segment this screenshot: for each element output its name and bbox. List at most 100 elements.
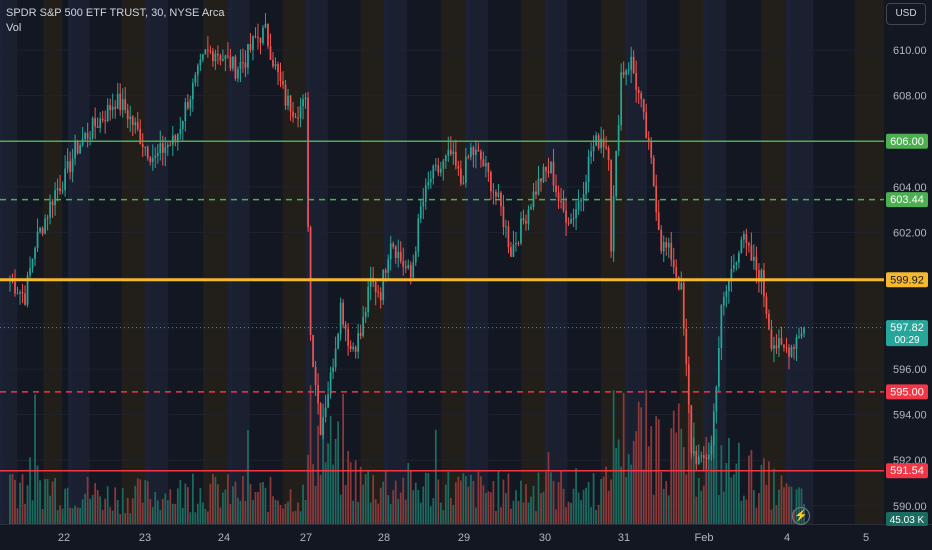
candle-body: [136, 122, 139, 130]
volume-bar: [399, 492, 402, 524]
time-tick-label: 27: [300, 532, 312, 544]
lightning-icon[interactable]: ⚡: [792, 507, 810, 525]
candle-body: [537, 178, 540, 195]
time-tick-label: 30: [539, 532, 551, 544]
session-band: [310, 0, 328, 524]
candle-body: [294, 116, 297, 118]
candle-body: [269, 45, 272, 60]
volume-bar: [537, 472, 540, 524]
candle-body: [297, 117, 299, 119]
candle-body: [209, 50, 212, 52]
volume-bar: [267, 511, 269, 524]
volume-bar: [151, 507, 154, 524]
candle-body: [121, 99, 124, 111]
candle-body: [201, 54, 204, 60]
volume-bar: [432, 497, 435, 524]
candle-body: [171, 135, 174, 145]
time-tick-label: 28: [378, 532, 390, 544]
candle-body: [46, 217, 49, 219]
volume-bar: [247, 429, 249, 524]
candle-body: [189, 99, 192, 109]
volume-bar: [707, 471, 710, 524]
volume-bar: [9, 474, 11, 524]
volume-bar: [768, 461, 770, 524]
candle-body: [352, 346, 355, 350]
candle-body: [585, 182, 587, 195]
candle-body: [612, 196, 615, 252]
time-tick-label: 4: [784, 532, 790, 544]
candle-body: [417, 218, 420, 252]
volume-bar: [219, 507, 222, 524]
candle-body: [502, 206, 505, 227]
candle-body: [354, 346, 357, 352]
time-tick-label: 22: [58, 532, 70, 544]
candle-body: [622, 72, 625, 75]
volume-bar: [249, 484, 252, 524]
currency-button[interactable]: USD: [886, 3, 926, 25]
candle-body: [224, 55, 227, 60]
candle-body: [149, 157, 152, 162]
candle-body: [36, 231, 39, 249]
volume-bar: [419, 502, 422, 524]
candle-body: [212, 51, 214, 62]
volume-bar: [309, 385, 312, 524]
candle-body: [364, 312, 367, 317]
volume-bar: [695, 496, 698, 524]
session-band: [629, 0, 647, 524]
candle-body: [399, 251, 402, 261]
candle-body: [234, 56, 237, 79]
candle-body: [114, 106, 117, 109]
time-tick-label: 29: [458, 532, 470, 544]
volume-bar: [184, 483, 187, 524]
candle-body: [186, 102, 189, 109]
candle-body: [429, 178, 432, 183]
candle-body: [299, 106, 302, 119]
candle-body: [116, 93, 119, 109]
volume-badge: [886, 512, 928, 526]
volume-bar: [735, 463, 738, 524]
volume-bar: [109, 507, 112, 524]
candle-body: [748, 243, 750, 246]
candle-body: [282, 81, 284, 85]
volume-bar: [259, 482, 262, 524]
volume-bar: [176, 488, 179, 524]
volume-bar: [625, 477, 628, 524]
volume-bar: [530, 496, 532, 524]
volume-bar: [19, 482, 21, 524]
volume-bar: [94, 483, 97, 524]
volume-legend[interactable]: Vol: [6, 22, 22, 34]
volume-bar: [717, 495, 720, 524]
candle-body: [570, 219, 572, 224]
candle-body: [645, 112, 648, 138]
volume-bar: [217, 484, 219, 524]
candle-body: [517, 243, 520, 245]
volume-value-text: 45.03 K: [890, 515, 925, 526]
candle-body: [530, 206, 532, 210]
price-label-badge: [886, 133, 928, 149]
volume-bar: [560, 471, 562, 524]
volume-bar: [547, 452, 550, 524]
symbol-title[interactable]: SPDR S&P 500 ETF TRUST, 30, NYSE Arca: [6, 7, 225, 19]
volume-bar: [171, 503, 174, 524]
volume-bar: [705, 437, 708, 524]
volume-bar: [617, 439, 620, 524]
candle-body: [522, 218, 525, 221]
candle-body: [675, 267, 678, 278]
volume-bar: [364, 474, 367, 524]
candle-body: [219, 55, 222, 61]
volume-bar: [467, 486, 470, 524]
volume-bar: [457, 476, 460, 524]
candle-body: [194, 74, 197, 83]
volume-bar: [362, 484, 365, 524]
volume-bar: [535, 511, 537, 524]
candle-body: [402, 260, 405, 267]
candle-body: [743, 233, 745, 240]
volume-bar: [720, 445, 723, 524]
afterhours-band: [121, 0, 145, 524]
premarket-band: [384, 0, 389, 524]
candle-body: [347, 328, 350, 346]
volume-bar: [763, 458, 765, 524]
volume-bar: [487, 491, 490, 524]
session-background: [0, 0, 884, 524]
